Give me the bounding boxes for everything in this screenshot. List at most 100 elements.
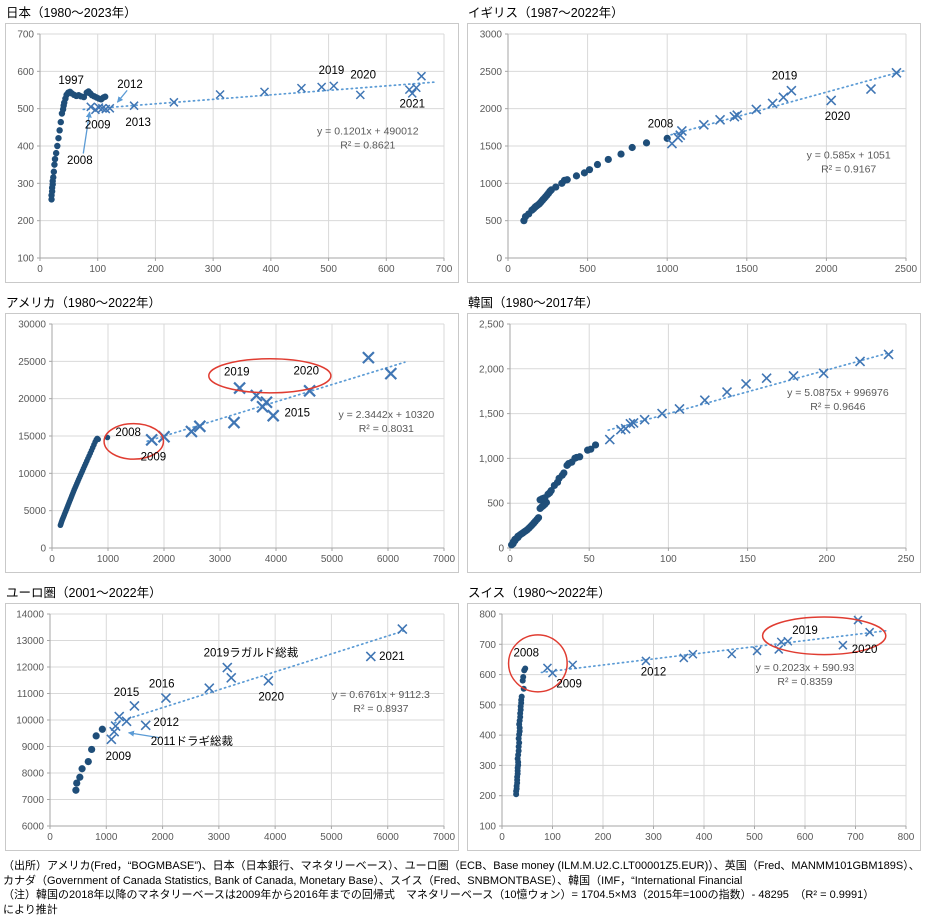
equation-label: y = 0.2023x + 590.93 R² = 0.8359 xyxy=(756,662,855,688)
x-tick-label: 150 xyxy=(739,554,756,565)
dot-point xyxy=(78,765,86,773)
x-point xyxy=(362,351,375,364)
equation-label: y = 0.6761x + 9112.3 R² = 0.8937 xyxy=(332,689,430,715)
x-tick-label: 1000 xyxy=(97,554,120,565)
x-point xyxy=(263,675,274,686)
annotation-label: 2020 xyxy=(350,70,376,82)
annotation-label: 2021 xyxy=(399,98,425,110)
dot-point xyxy=(102,93,109,100)
x-point xyxy=(226,672,237,683)
dot-point xyxy=(534,514,543,522)
trendline-equation: y = 0.2023x + 590.93 xyxy=(756,662,855,674)
y-tick-label: 700 xyxy=(17,30,34,41)
gridlines xyxy=(509,323,907,549)
x-tick-label: 1000 xyxy=(95,832,118,843)
source-note: （出所）アメリカ(Fred，“BOGMBASE”)、日本（日本銀行、マネタリーベ… xyxy=(0,856,925,917)
x-tick-label: 200 xyxy=(818,554,835,565)
x-tick-label: 500 xyxy=(746,832,763,843)
source-line-1: （出所）アメリカ(Fred，“BOGMBASE”)、日本（日本銀行、マネタリーベ… xyxy=(3,860,920,872)
y-tick-label: 500 xyxy=(479,700,496,711)
y-tick-label: 1000 xyxy=(480,179,503,190)
y-tick-label: 20000 xyxy=(18,394,46,405)
annotation-label: 2016 xyxy=(149,678,175,690)
trendline-r2: R² = 0.9167 xyxy=(821,163,876,175)
y-tick-label: 2500 xyxy=(480,67,503,78)
dot-point xyxy=(642,139,651,147)
series-xmarks xyxy=(604,349,894,445)
callout-arrow xyxy=(128,730,160,739)
y-tick-label: 500 xyxy=(487,499,504,510)
dot-point xyxy=(51,155,59,163)
annotation-label: 2008 xyxy=(513,647,539,659)
x-point xyxy=(114,711,125,722)
chart-japan: 0 100 200 300 400 500 600 700100200300400500600… xyxy=(5,23,459,283)
dot-point xyxy=(587,445,595,453)
highlight-ellipse xyxy=(761,616,887,656)
x-point xyxy=(628,417,639,428)
x-point xyxy=(106,734,117,745)
x-point xyxy=(145,433,158,447)
chart-swiss: 0 100 200 300 400 500 600 700 800100200300400500… xyxy=(467,603,921,851)
dot-point xyxy=(563,176,571,184)
x-point xyxy=(86,102,96,112)
x-point xyxy=(761,373,772,384)
series-dots xyxy=(57,434,111,529)
y-tick-label: 2,000 xyxy=(479,364,504,375)
y-tick-label: 200 xyxy=(17,216,34,227)
x-tick-label: 1000 xyxy=(656,264,679,275)
x-tick-label: 800 xyxy=(898,832,915,843)
gridlines xyxy=(39,33,445,259)
y-tick-label: 200 xyxy=(479,791,496,802)
y-axis-labels: 0 500 1,000 1,500 2,000 2,500 xyxy=(479,320,504,555)
x-point xyxy=(688,649,698,659)
y-tick-label: 600 xyxy=(17,67,34,78)
x-point xyxy=(296,83,306,93)
chart-korea: 0 50 100 150 200 250 0 500 1,000 1,500 2,000 2,500 y… xyxy=(467,313,921,573)
trendline-equation: y = 0.585x + 1051 xyxy=(807,149,891,161)
x-tick-label: 2000 xyxy=(815,264,838,275)
dot-point xyxy=(591,441,600,449)
x-tick-label: 600 xyxy=(797,832,814,843)
x-point xyxy=(105,103,115,113)
x-point xyxy=(699,395,710,406)
x-point xyxy=(641,656,651,666)
x-point xyxy=(818,368,829,379)
y-tick-label: 600 xyxy=(479,670,496,681)
equation-label: y = 5.0875x + 996976 R² = 0.9646 xyxy=(787,387,889,413)
x-point xyxy=(751,104,762,115)
x-axis-labels: 0 500 1000 1500 2000 2500 xyxy=(505,264,917,275)
equation-label: y = 0.1201x + 490012 R² = 0.8621 xyxy=(317,125,419,151)
x-tick-label: 50 xyxy=(584,554,596,565)
x-tick-label: 0 xyxy=(49,554,55,565)
chart-title-swiss: スイス（1980～2022年） xyxy=(468,586,611,600)
equation-label: y = 2.3442x + 10320 R² = 0.8031 xyxy=(338,409,434,435)
chart-uk: 0 500 1000 1500 2000 2500 0 500 1000 1500 2000 2500… xyxy=(467,23,921,283)
x-point xyxy=(891,67,902,78)
x-tick-label: 700 xyxy=(436,264,453,275)
x-point xyxy=(97,103,107,113)
x-point xyxy=(568,660,578,670)
chart-usa: 0 1000 2000 3000 4000 5000 6000 7000 0 5000 10000 1… xyxy=(5,313,459,573)
annotations: 2019ラガルド総裁 2021 2016 2015 2012 2011ドラギ総裁 2009 2… xyxy=(106,646,405,763)
trendline-usa xyxy=(146,361,406,443)
y-tick-label: 2000 xyxy=(480,104,503,115)
y-tick-label: 500 xyxy=(485,216,502,227)
annotation-label: 2009 xyxy=(106,751,132,763)
x-axis-labels: 0 100 200 300 400 500 600 700 xyxy=(37,264,453,275)
series-dots xyxy=(48,88,109,203)
dot-point xyxy=(56,127,63,134)
x-tick-label: 0 xyxy=(507,554,513,565)
dot-point xyxy=(518,693,525,700)
trendline-r2: R² = 0.8937 xyxy=(353,703,408,715)
x-point xyxy=(826,95,837,106)
x-point xyxy=(854,356,866,367)
x-point xyxy=(714,114,726,125)
dot-point xyxy=(92,732,100,740)
annotation-label: 1997 xyxy=(58,75,84,87)
annotation-label: 2019 xyxy=(772,70,798,82)
x-tick-label: 2000 xyxy=(151,832,174,843)
chart-title-uk: イギリス（1987～2022年） xyxy=(468,6,624,20)
dot-point xyxy=(72,786,80,794)
trendline-japan xyxy=(82,81,436,111)
